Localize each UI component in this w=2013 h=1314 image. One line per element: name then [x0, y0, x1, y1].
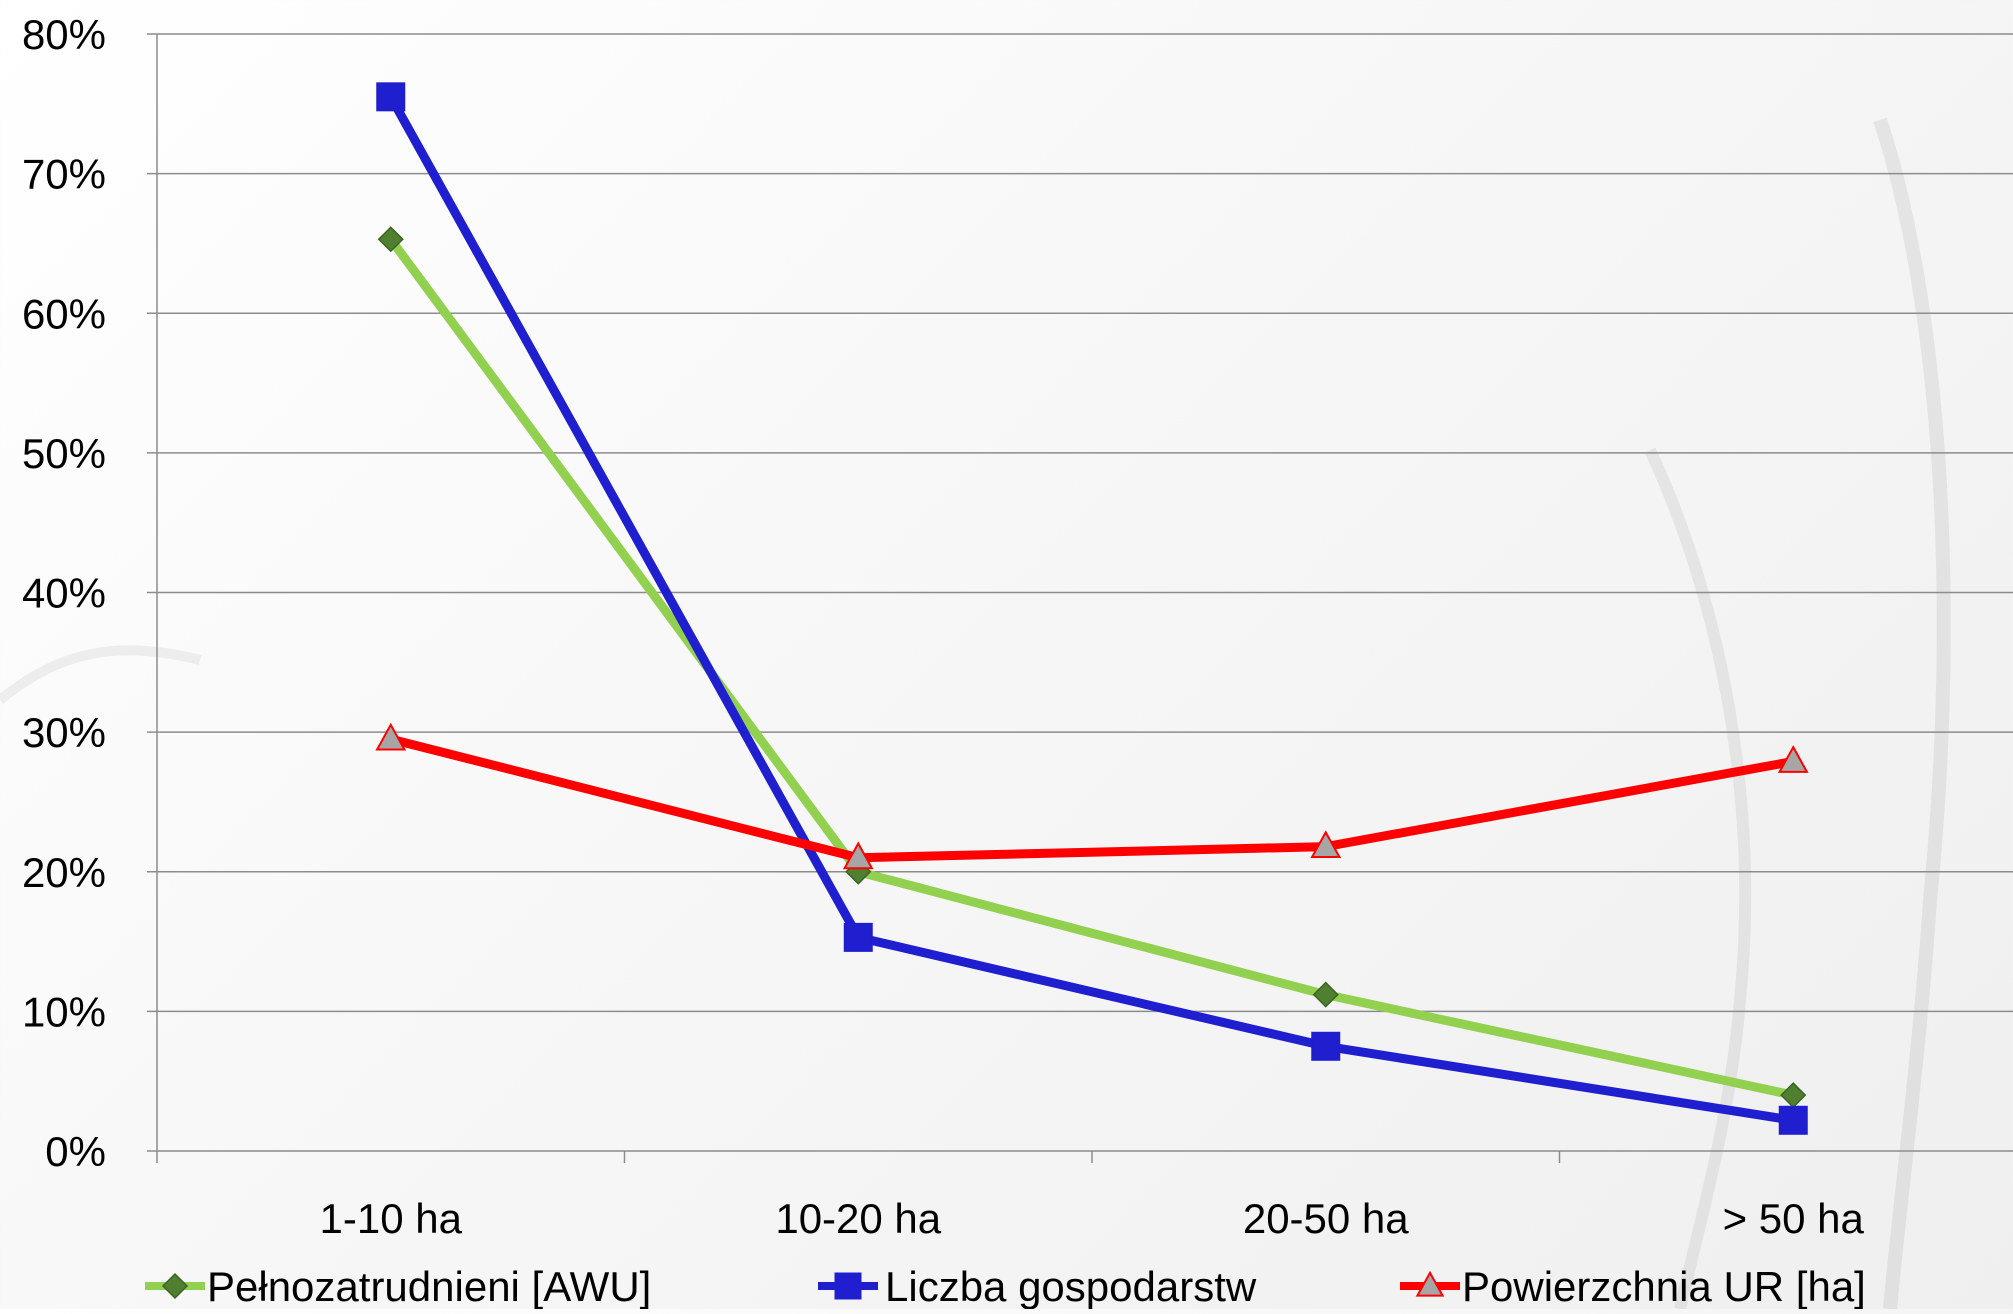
- legend-swatch-marker: [161, 1272, 189, 1300]
- y-tick-label: 30%: [22, 709, 106, 756]
- data-point: [842, 841, 874, 870]
- data-point: [1312, 981, 1339, 1008]
- y-tick-label: 50%: [22, 430, 106, 477]
- data-point: [1310, 830, 1342, 859]
- y-tick-label: 0%: [45, 1128, 106, 1175]
- x-tick-label: 10-20 ha: [775, 1195, 941, 1242]
- y-tick-label: 10%: [22, 988, 106, 1035]
- data-point: [1778, 1105, 1808, 1135]
- x-tick-label: > 50 ha: [1723, 1195, 1865, 1242]
- y-tick-label: 40%: [22, 570, 106, 617]
- series-lines: [375, 82, 1809, 1135]
- legend-label: Liczba gospodarstw: [885, 1263, 1257, 1309]
- legend-swatch-marker: [834, 1272, 862, 1300]
- series-line-3: [389, 734, 1795, 863]
- data-point: [375, 722, 407, 751]
- x-tick-label: 20-50 ha: [1243, 1195, 1409, 1242]
- grid-lines: [157, 33, 2013, 1013]
- axes: [147, 33, 2013, 1163]
- y-tick-label: 80%: [22, 11, 106, 58]
- legend-swatch-marker: [1415, 1270, 1445, 1297]
- data-point: [377, 226, 404, 253]
- y-tick-label: 20%: [22, 849, 106, 896]
- data-point: [843, 922, 873, 952]
- y-axis-labels: 0% 10% 20% 30% 40% 50% 60% 70% 80%: [22, 11, 106, 1175]
- wheat-watermark: [0, 117, 1951, 1311]
- x-axis-labels: 1-10 ha 10-20 ha 20-50 ha > 50 ha: [320, 1195, 1865, 1242]
- legend: Pełnozatrudnieni [AWU] Liczba gospodarstw…: [145, 1263, 1866, 1310]
- x-tick-label: 1-10 ha: [320, 1195, 463, 1242]
- y-tick-label: 60%: [22, 290, 106, 337]
- legend-label: Pełnozatrudnieni [AWU]: [207, 1263, 651, 1309]
- series-line-2: [386, 94, 1794, 1125]
- series-line-1: [387, 236, 1795, 1100]
- data-point: [1311, 1031, 1341, 1061]
- data-point: [1777, 745, 1809, 773]
- legend-label: Powierzchnia UR [ha]: [1462, 1263, 1866, 1309]
- y-tick-label: 70%: [22, 151, 106, 198]
- data-point: [1780, 1082, 1807, 1109]
- data-point: [376, 82, 406, 112]
